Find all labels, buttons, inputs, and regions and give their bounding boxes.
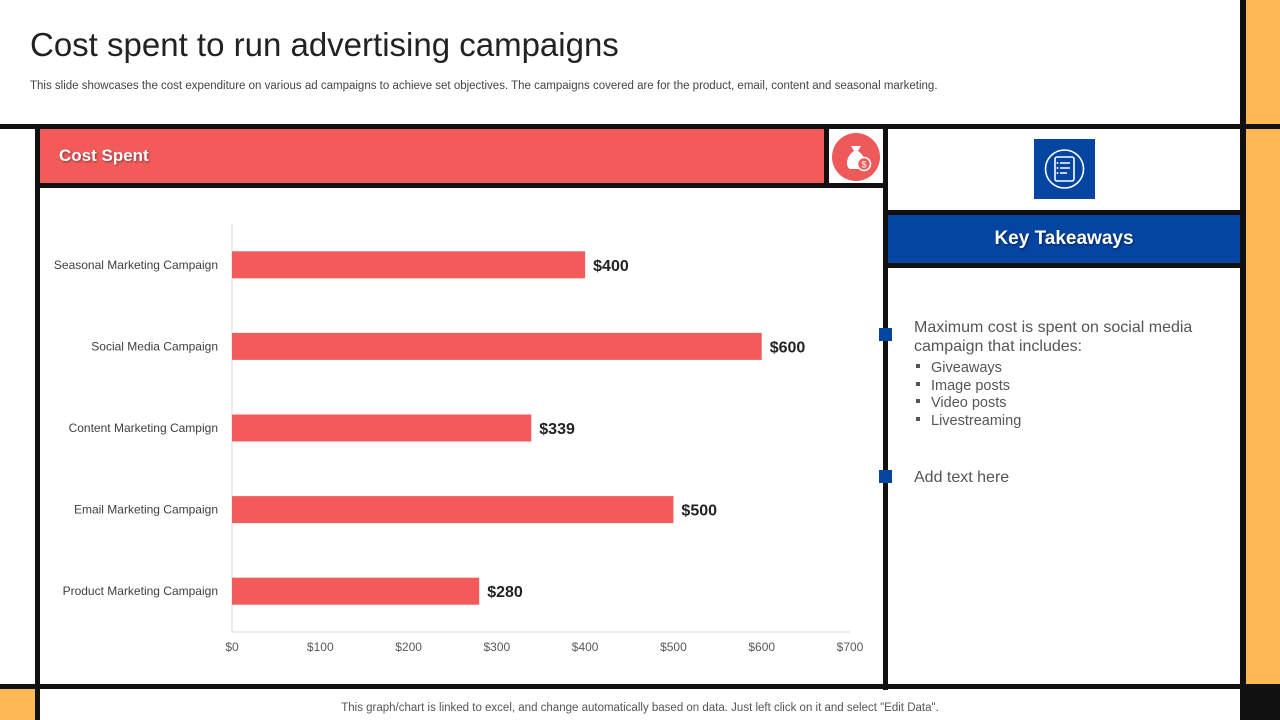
takeaway-1-text: Maximum cost is spent on social media ca… — [914, 319, 1193, 355]
sub-bullet-icon — [916, 364, 920, 369]
header-icon-divider — [824, 124, 829, 188]
x-tick-label: $200 — [395, 640, 422, 654]
bottom-right-block — [1240, 689, 1280, 720]
x-tick-label: $400 — [572, 640, 599, 654]
sub-bullet-icon — [916, 382, 920, 387]
x-tick-label: $600 — [748, 640, 775, 654]
category-label: Product Marketing Campaign — [63, 584, 218, 598]
x-tick-label: $0 — [225, 640, 239, 654]
takeaway-2-text: Add text here — [914, 469, 1010, 486]
x-tick-label: $300 — [484, 640, 511, 654]
x-tick-label: $500 — [660, 640, 687, 654]
bottom-left-accent — [0, 689, 35, 720]
takeaway-1-item-2: Image posts — [916, 377, 1010, 395]
sub-bullet-icon — [916, 399, 920, 404]
category-label: Content Marketing Campign — [69, 421, 218, 435]
document-list-icon — [1034, 139, 1095, 199]
data-label: $400 — [593, 258, 629, 275]
cost-spent-header: Cost Spent — [40, 129, 824, 183]
x-tick-label: $100 — [307, 640, 334, 654]
takeaway-1-item-1: Giveaways — [916, 359, 1002, 377]
takeaway-bullet-2 — [879, 470, 892, 483]
bar — [232, 251, 586, 279]
category-label: Social Media Campaign — [91, 339, 218, 353]
key-takeaways-label: Key Takeaways — [994, 228, 1134, 249]
bar — [232, 332, 762, 360]
left-divider — [35, 124, 40, 720]
right-accent-strip — [1246, 129, 1280, 684]
footer-note: This graph/chart is linked to excel, and… — [341, 702, 939, 714]
x-tick-label: $700 — [837, 640, 864, 654]
takeaway-1-item-3: Video posts — [916, 394, 1007, 412]
bar — [232, 496, 674, 524]
right-divider — [1240, 124, 1246, 690]
middle-divider — [883, 124, 888, 690]
svg-text:$: $ — [861, 160, 866, 170]
key-takeaways-header: Key Takeaways — [888, 215, 1240, 263]
takeaway-1-item-4: Livestreaming — [916, 412, 1021, 430]
takeaway-1-item-1-text: Giveaways — [931, 360, 1002, 376]
takeaway-bullet-1 — [879, 328, 892, 341]
top-right-divider — [1240, 0, 1246, 128]
top-right-accent — [1246, 0, 1280, 124]
takeaways-icon-divider — [888, 210, 1240, 215]
takeaway-1-item-4-text: Livestreaming — [931, 413, 1022, 429]
top-divider — [0, 124, 1280, 129]
sub-bullet-icon — [916, 417, 920, 422]
bar — [232, 577, 480, 605]
money-bag-icon: $ — [832, 133, 880, 181]
cost-bar-chart: Seasonal Marketing Campaign $400 Social Me… — [54, 224, 864, 654]
data-label: $600 — [770, 339, 806, 356]
page-subtitle: This slide showcases the cost expenditur… — [30, 80, 938, 92]
category-label: Email Marketing Campaign — [74, 503, 218, 517]
data-label: $280 — [487, 584, 523, 601]
takeaways-header-divider — [888, 263, 1240, 268]
bar — [232, 414, 532, 442]
page-title: Cost spent to run advertising campaigns — [30, 26, 619, 63]
header-bottom-divider — [35, 183, 888, 188]
bottom-divider — [0, 684, 1280, 689]
takeaway-1-item-3-text: Video posts — [931, 395, 1007, 411]
takeaway-1-item-2-text: Image posts — [931, 378, 1010, 394]
cost-spent-label: Cost Spent — [59, 146, 149, 165]
data-label: $500 — [681, 503, 717, 520]
category-label: Seasonal Marketing Campaign — [54, 258, 218, 272]
data-label: $339 — [539, 421, 575, 438]
